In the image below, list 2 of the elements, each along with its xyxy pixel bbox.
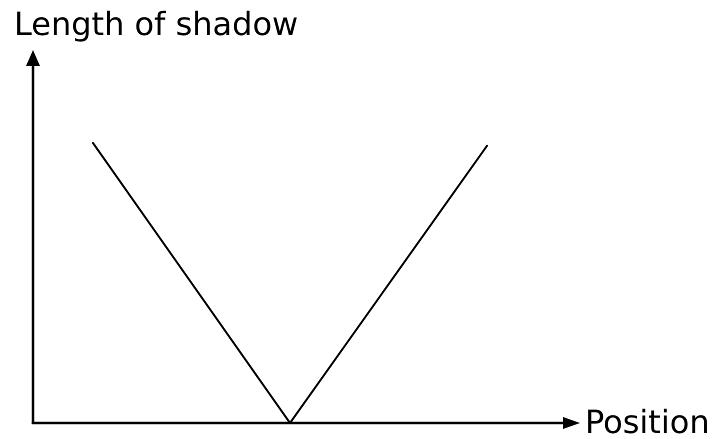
x-axis-title: Position xyxy=(585,403,710,439)
y-axis-title: Length of shadow xyxy=(14,5,298,43)
